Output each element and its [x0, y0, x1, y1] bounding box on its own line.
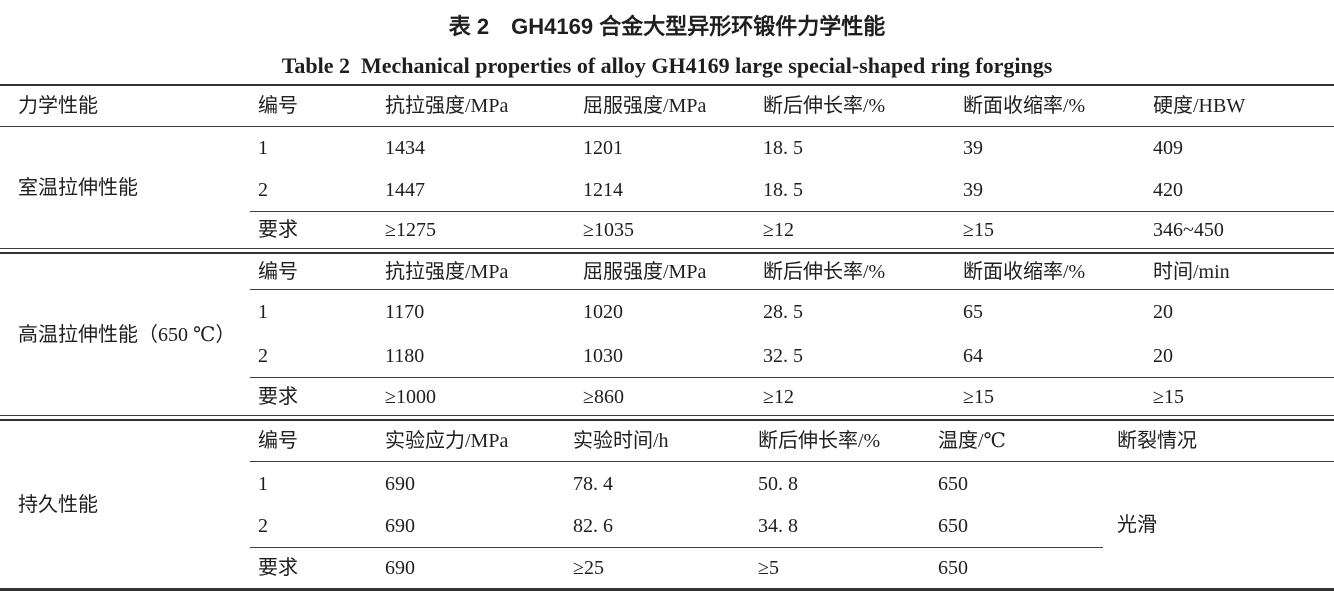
column-header-cell: 实验应力/MPa — [377, 421, 565, 462]
data-cell: 1180 — [385, 344, 425, 367]
data-cell: 420 — [1153, 179, 1183, 201]
requirement-cell: 346~450 — [1145, 211, 1334, 248]
data-cell: 409 — [1153, 137, 1183, 159]
data-cell: 20 — [1153, 344, 1173, 367]
requirement-cell: ≥12 — [755, 377, 955, 415]
column-header-cell: 时间/min — [1145, 254, 1334, 290]
requirement-cell: ≥1035 — [575, 211, 755, 248]
requirement-cell: ≥15 — [955, 211, 1145, 248]
column-header-cell: 编号 — [250, 254, 377, 290]
data-cell: 28. 5 — [763, 301, 803, 323]
data-cell: 1020 — [583, 301, 623, 323]
data-cell: 650 — [938, 472, 968, 495]
requirement-cell: ≥860 — [575, 377, 755, 415]
requirement-cell: ≥1000 — [377, 377, 575, 415]
section-row-label: 室温拉伸性能 — [18, 176, 138, 199]
column-header-cell: 抗拉强度/MPa — [377, 86, 575, 127]
section-divider — [0, 248, 1334, 254]
column-header-cell: 编号 — [250, 421, 377, 462]
column-header-cell: 实验时间/h — [565, 421, 750, 462]
requirement-cell: 要求 — [250, 211, 377, 248]
column-header-cell: 抗拉强度/MPa — [377, 254, 575, 290]
data-cell: 1214 — [583, 179, 623, 201]
data-cell: 2 — [258, 515, 268, 537]
data-cell: 20 — [1153, 301, 1173, 323]
section-high-temp-tensile: 高温拉伸性能（650 ℃） 编号 抗拉强度/MPa 屈服强度/MPa 断后伸长率… — [0, 254, 1334, 415]
requirement-cell: ≥25 — [565, 547, 750, 588]
data-cell: 1170 — [385, 301, 425, 323]
column-header-cell: 断面收缩率/% — [955, 86, 1145, 127]
column-header-cell: 断后伸长率/% — [750, 421, 930, 462]
corner-header-cell: 力学性能 — [0, 86, 250, 127]
data-cell: 1 — [258, 301, 268, 323]
requirement-cell: ≥12 — [755, 211, 955, 248]
data-cell: 39 — [963, 137, 983, 159]
table-title-chinese: 表 2 GH4169 合金大型异形环锻件力学性能 — [448, 14, 886, 39]
column-header-cell: 断裂情况 — [1103, 421, 1334, 462]
data-cell: 65 — [963, 301, 983, 323]
data-cell: 32. 5 — [763, 344, 803, 367]
data-cell: 39 — [963, 179, 983, 201]
data-cell: 50. 8 — [758, 472, 798, 495]
data-cell: 1 — [258, 472, 268, 495]
requirement-cell: ≥15 — [1145, 377, 1334, 415]
data-cell: 78. 4 — [573, 472, 613, 495]
data-cell: 1434 — [385, 137, 425, 159]
column-header-cell: 断面收缩率/% — [955, 254, 1145, 290]
data-cell: 18. 5 — [763, 137, 803, 159]
data-cell: 82. 6 — [573, 515, 613, 537]
data-cell: 1030 — [583, 344, 623, 367]
column-header-cell: 屈服强度/MPa — [575, 254, 755, 290]
data-cell: 1201 — [583, 137, 623, 159]
data-cell: 690 — [385, 472, 415, 495]
requirement-cell: ≥15 — [955, 377, 1145, 415]
data-cell: 1 — [258, 137, 268, 159]
caption-block: 表 2 GH4169 合金大型异形环锻件力学性能 Table 2 Mechani… — [0, 0, 1334, 79]
requirement-cell: ≥1275 — [377, 211, 575, 248]
table-title-english: Table 2 Mechanical properties of alloy G… — [281, 53, 1053, 78]
data-cell: 650 — [938, 515, 968, 537]
column-header-cell: 温度/℃ — [930, 421, 1103, 462]
section-row-label: 持久性能 — [18, 493, 98, 516]
requirement-cell: 650 — [930, 547, 1103, 588]
merged-fracture-condition-cell: 光滑 — [1117, 514, 1157, 536]
column-header-cell: 屈服强度/MPa — [575, 86, 755, 127]
column-header-cell: 硬度/HBW — [1145, 86, 1334, 127]
column-header-cell: 断后伸长率/% — [755, 254, 955, 290]
data-cell: 2 — [258, 344, 268, 367]
column-header-cell: 断后伸长率/% — [755, 86, 955, 127]
section-divider — [0, 415, 1334, 421]
requirement-cell: ≥5 — [750, 547, 930, 588]
section-endurance: 持久性能 编号 实验应力/MPa 实验时间/h 断后伸长率/% 温度/℃ 断裂情… — [0, 421, 1334, 588]
requirement-cell: 要求 — [250, 547, 377, 588]
data-cell: 1447 — [385, 179, 425, 201]
data-cell: 690 — [385, 515, 415, 537]
section-row-label: 高温拉伸性能（650 ℃） — [18, 323, 236, 346]
data-cell: 64 — [963, 344, 983, 367]
data-cell: 34. 8 — [758, 515, 798, 537]
section-room-temp-tensile: 力学性能 编号 抗拉强度/MPa 屈服强度/MPa 断后伸长率/% 断面收缩率/… — [0, 86, 1334, 248]
requirement-cell: 要求 — [250, 377, 377, 415]
data-cell: 18. 5 — [763, 179, 803, 201]
requirement-cell: 690 — [377, 547, 565, 588]
data-table: 力学性能 编号 抗拉强度/MPa 屈服强度/MPa 断后伸长率/% 断面收缩率/… — [0, 84, 1334, 591]
column-header-cell: 编号 — [250, 86, 377, 127]
data-cell: 2 — [258, 179, 268, 201]
